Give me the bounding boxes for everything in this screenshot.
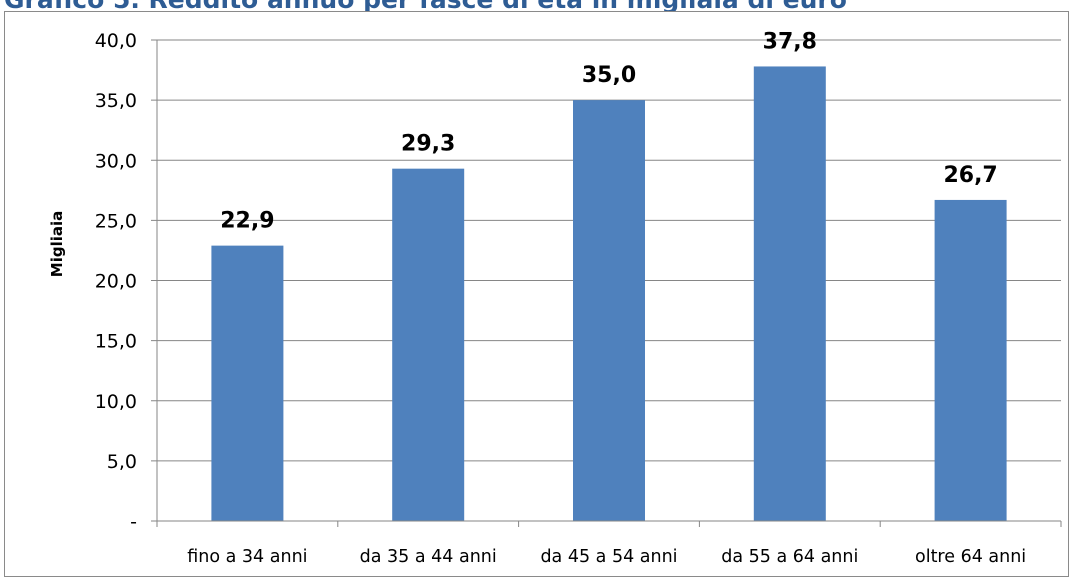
y-tick-label: 40,0 (95, 30, 137, 52)
data-label: 22,9 (220, 209, 274, 234)
bars (211, 66, 1007, 522)
x-tick-label: da 45 a 54 anni (540, 547, 677, 567)
y-tick-label: 15,0 (95, 331, 137, 353)
x-tick-label: da 35 a 44 anni (360, 547, 497, 567)
data-label: 29,3 (401, 132, 455, 157)
x-tick-label: fino a 34 anni (187, 547, 307, 567)
y-tick-label: 5,0 (107, 451, 137, 473)
bar (211, 245, 284, 521)
y-tick-label: 25,0 (95, 210, 137, 232)
bar (753, 66, 826, 521)
y-tick-label: 30,0 (95, 150, 137, 172)
x-tick-label: da 55 a 64 anni (721, 547, 858, 567)
data-label: 37,8 (763, 29, 817, 54)
chart-frame (4, 11, 1069, 577)
chart-title: Grafico 5. Reddito annuo per fasce di et… (4, 0, 1075, 12)
data-label: 35,0 (582, 63, 636, 88)
y-tick-label: 10,0 (95, 391, 137, 413)
data-label: 26,7 (943, 163, 997, 188)
y-axis-label: Migliaia (48, 211, 66, 277)
data-labels: 22,9 29,3 35,0 37,8 26,7 (220, 29, 997, 233)
bar (934, 199, 1007, 521)
bar (392, 168, 465, 522)
x-tick-label: oltre 64 anni (915, 547, 1026, 567)
axes: - 5,0 10,0 15,0 20,0 25,0 30,0 35,0 40,0 fino a 3… (95, 30, 1062, 567)
y-tick-label: 20,0 (95, 271, 137, 293)
bar (573, 100, 645, 521)
y-tick-label: - (130, 511, 137, 533)
y-tick-label: 35,0 (95, 90, 137, 112)
